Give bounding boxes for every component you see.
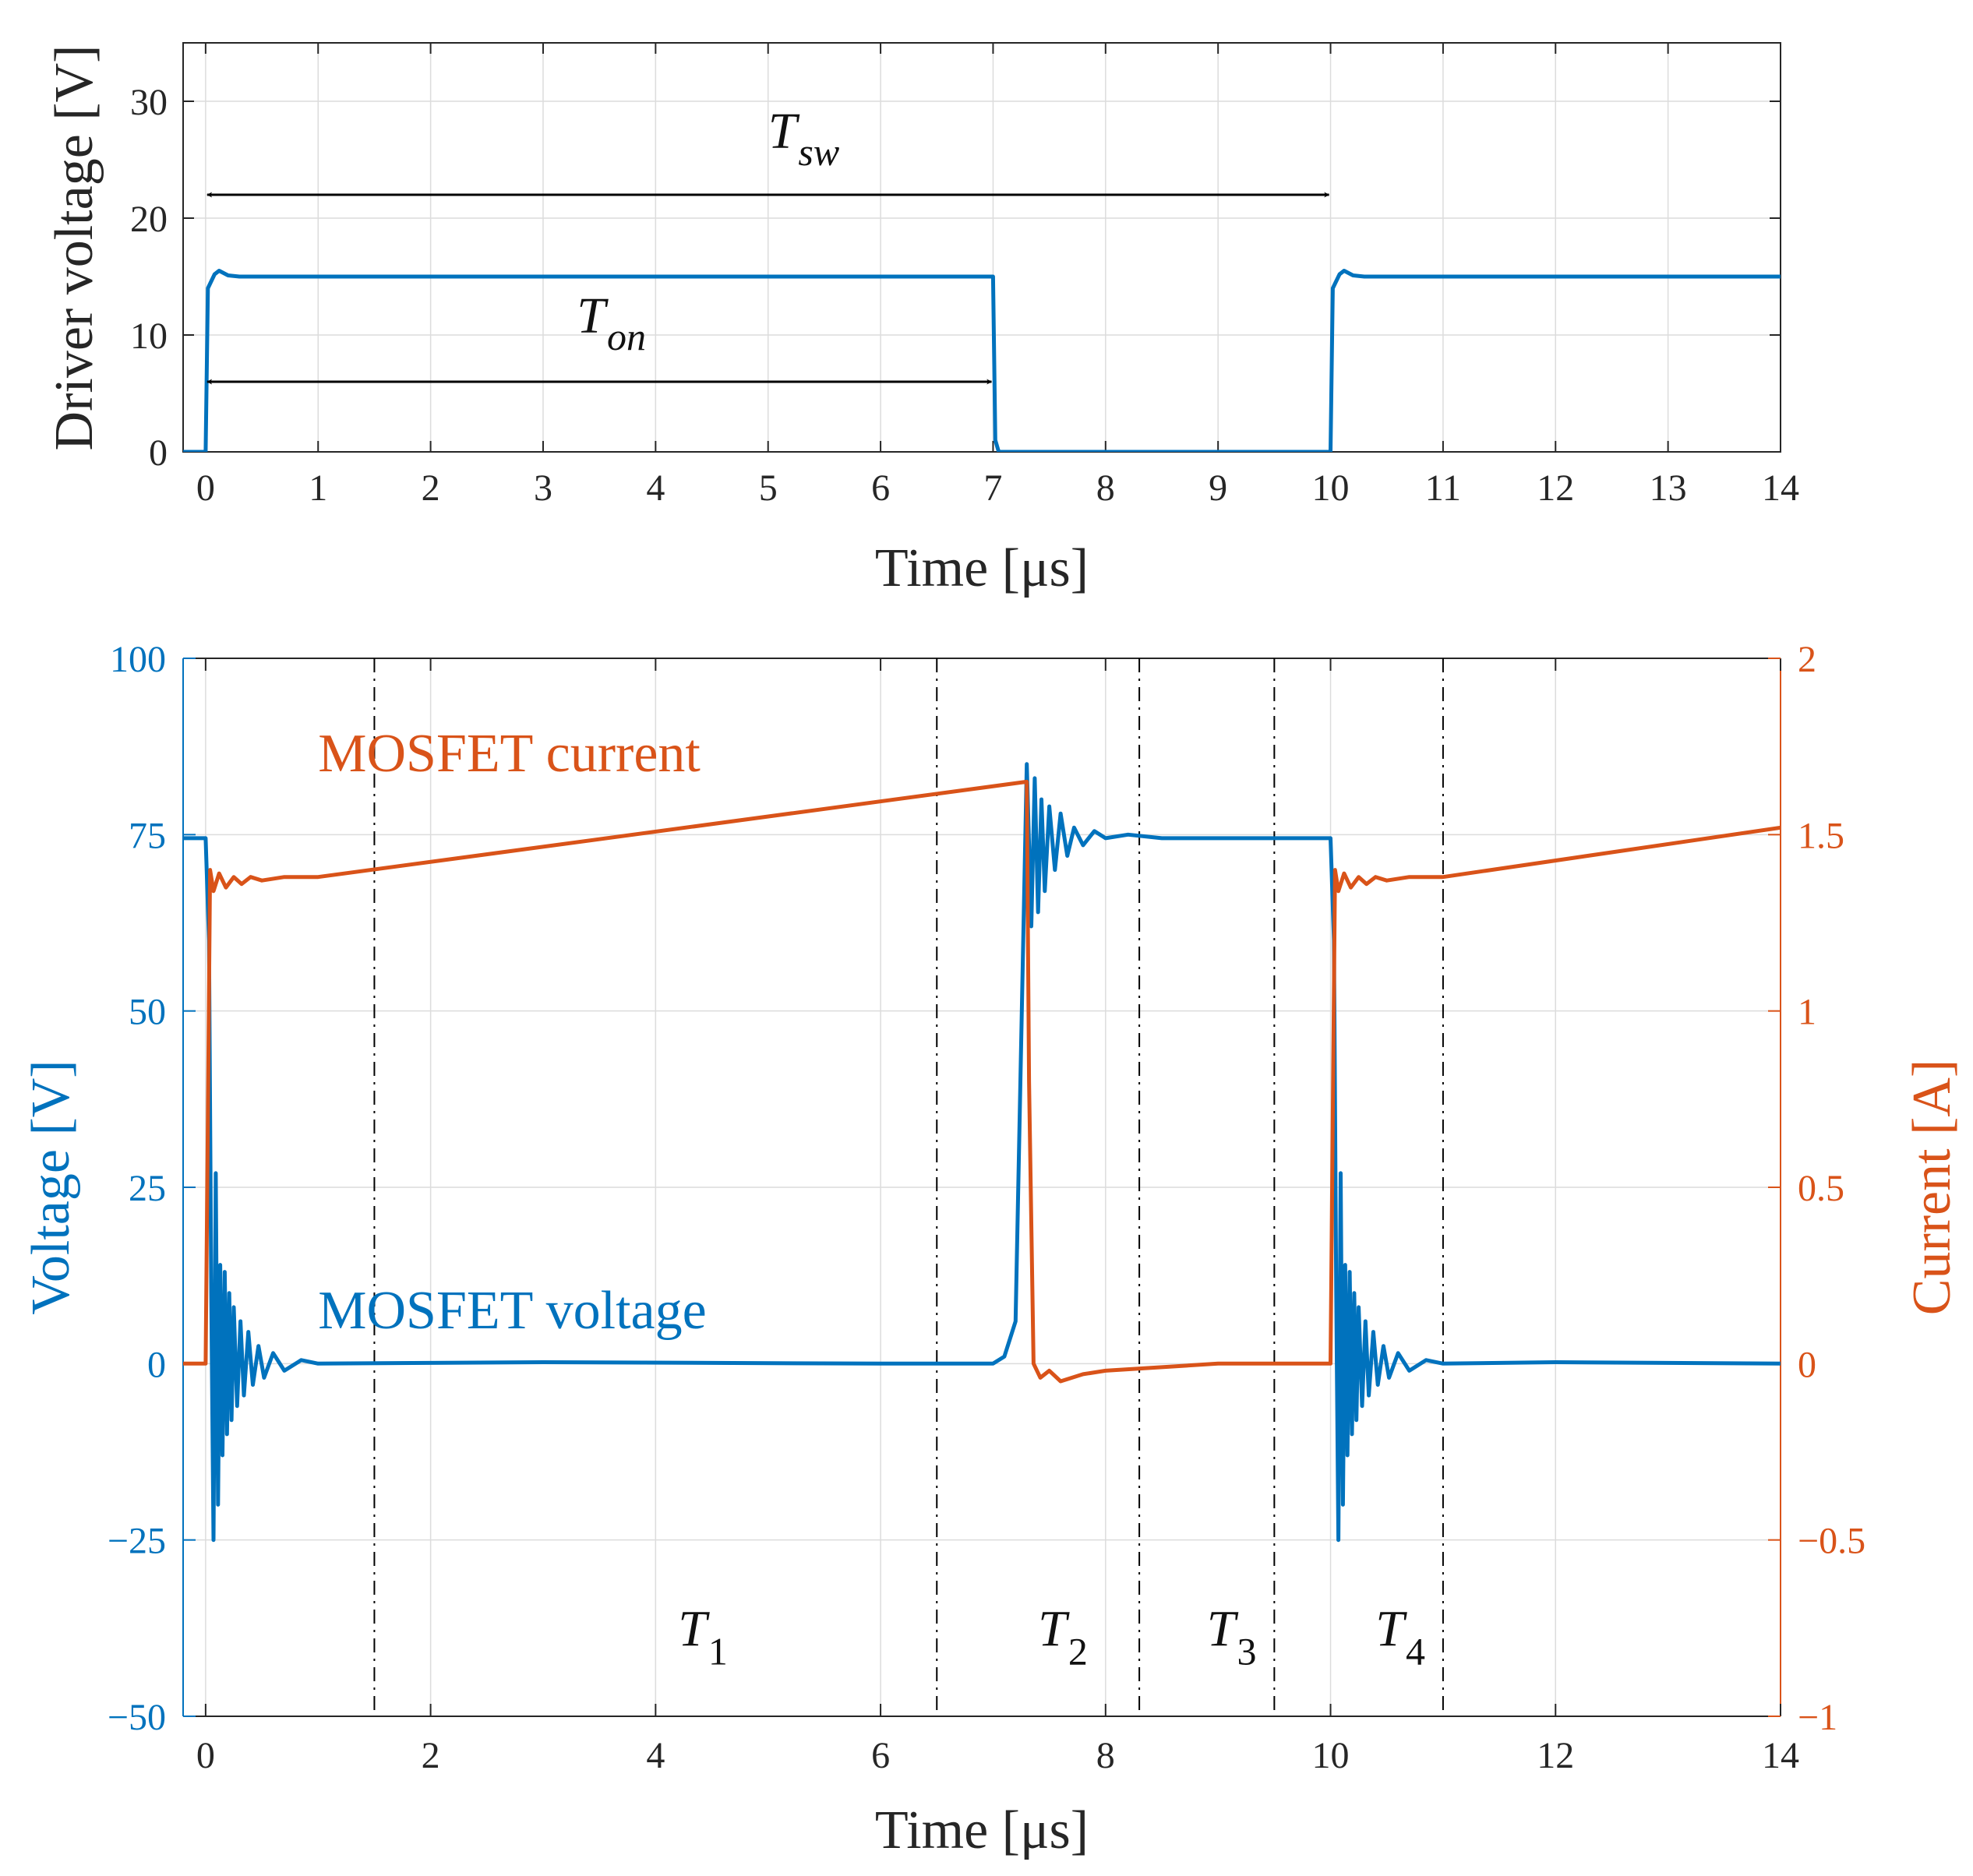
y-tick-label: 25 [129,1168,166,1209]
driver-voltage-x-axis-label: Time [μs] [875,538,1089,598]
y-tick-label: 100 [110,639,166,680]
x-tick-label: 9 [1209,467,1227,509]
x-tick-label: 0 [196,467,215,509]
x-tick-label: 7 [983,467,1002,509]
x-tick-label: 13 [1650,467,1687,509]
y-tick-label: 20 [130,199,168,240]
tsw-label: Tsw [768,103,840,174]
t3-subscript: 3 [1237,1629,1256,1673]
tsw-label-main: T [768,103,800,160]
interval-label-t1: T1 [678,1600,728,1673]
mosfet-current-label: MOSFET current [318,724,701,784]
mosfet-voltage-label: MOSFET voltage [318,1281,706,1341]
driver-voltage-grid [183,43,1781,453]
y-right-tick-label: 0.5 [1798,1168,1844,1209]
t1-subscript: 1 [708,1629,728,1673]
y-tick-label: 50 [129,992,166,1033]
y-right-tick-label: −0.5 [1798,1521,1865,1562]
t2-main: T [1038,1600,1070,1657]
driver-voltage-plot-frame [182,42,1781,453]
driver-voltage-x-tick-labels: 0 1 2 3 4 5 6 7 8 9 10 11 12 13 14 [196,467,1799,509]
driver-voltage-y-axis-label: Driver voltage [V] [44,45,104,451]
mosfet-x-axis-label: Time [μs] [875,1800,1089,1860]
driver-voltage-line [183,269,1781,452]
mosfet-x-tick-labels: 0 2 4 6 8 10 12 14 [196,1735,1799,1776]
mosfet-left-y-tick-labels: −50 −25 0 25 50 75 100 [108,639,166,1738]
x-tick-label: 11 [1425,467,1461,509]
x-tick-label: 5 [759,467,778,509]
y-right-tick-label: 0 [1798,1344,1816,1385]
interval-label-t4: T4 [1375,1600,1425,1673]
x-tick-label: 8 [1096,467,1115,509]
t3-main: T [1207,1600,1239,1657]
mosfet-right-y-axis-label: Current [A] [1902,1060,1962,1316]
t4-main: T [1375,1600,1407,1657]
y-right-tick-label: 1 [1798,992,1816,1033]
x-tick-label: 12 [1537,467,1574,509]
x-tick-label: 14 [1762,1735,1799,1776]
x-tick-label: 4 [646,1735,665,1776]
x-tick-label: 8 [1096,1735,1115,1776]
y-tick-label: 30 [130,82,168,123]
y-tick-label: −50 [108,1697,166,1738]
x-tick-label: 3 [534,467,552,509]
x-tick-label: 6 [871,467,890,509]
t4-subscript: 4 [1406,1629,1425,1673]
y-tick-label: −25 [108,1521,166,1562]
ton-label-main: T [577,287,609,344]
y-right-tick-label: 1.5 [1798,815,1844,856]
interval-label-t2: T2 [1038,1600,1088,1673]
x-tick-label: 6 [871,1735,890,1776]
y-tick-label: 10 [130,316,168,357]
x-tick-label: 2 [422,1735,440,1776]
t2-subscript: 2 [1068,1629,1088,1673]
y-tick-label: 0 [147,1344,166,1385]
mosfet-left-y-axis-label: Voltage [V] [21,1060,81,1314]
x-tick-label: 14 [1762,467,1799,509]
x-tick-label: 10 [1312,1735,1350,1776]
x-tick-label: 2 [422,467,440,509]
x-tick-label: 0 [196,1735,215,1776]
y-tick-label: 0 [149,432,168,474]
x-tick-label: 4 [646,467,665,509]
mosfet-current-line [183,779,1781,1384]
mosfet-right-y-tick-labels: −1 −0.5 0 0.5 1 1.5 2 [1798,639,1865,1738]
ton-label-subscript: on [607,315,646,358]
t1-main: T [678,1600,710,1657]
mosfet-voltage-line [183,762,1781,1543]
interval-label-t3: T3 [1207,1600,1257,1673]
y-tick-label: 75 [129,815,166,856]
y-right-tick-label: −1 [1798,1697,1837,1738]
ton-label: Ton [577,287,646,358]
tsw-label-subscript: sw [798,130,839,174]
x-tick-label: 12 [1537,1735,1574,1776]
y-right-tick-label: 2 [1798,639,1816,680]
driver-voltage-y-tick-labels: 0 10 20 30 [130,82,168,474]
x-tick-label: 1 [309,467,327,509]
x-tick-label: 10 [1312,467,1350,509]
